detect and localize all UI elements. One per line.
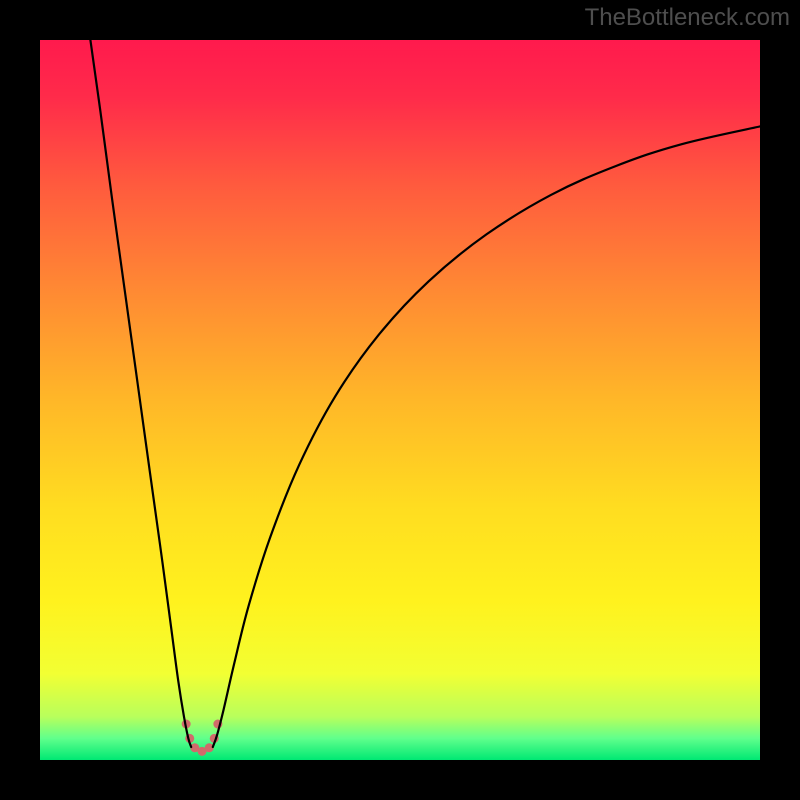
plot-area xyxy=(40,40,760,760)
watermark-text: TheBottleneck.com xyxy=(585,4,790,32)
curve-left-branch xyxy=(90,40,191,747)
curve-layer xyxy=(40,40,760,760)
outer-frame xyxy=(0,0,800,800)
curve-right-branch xyxy=(213,126,760,747)
